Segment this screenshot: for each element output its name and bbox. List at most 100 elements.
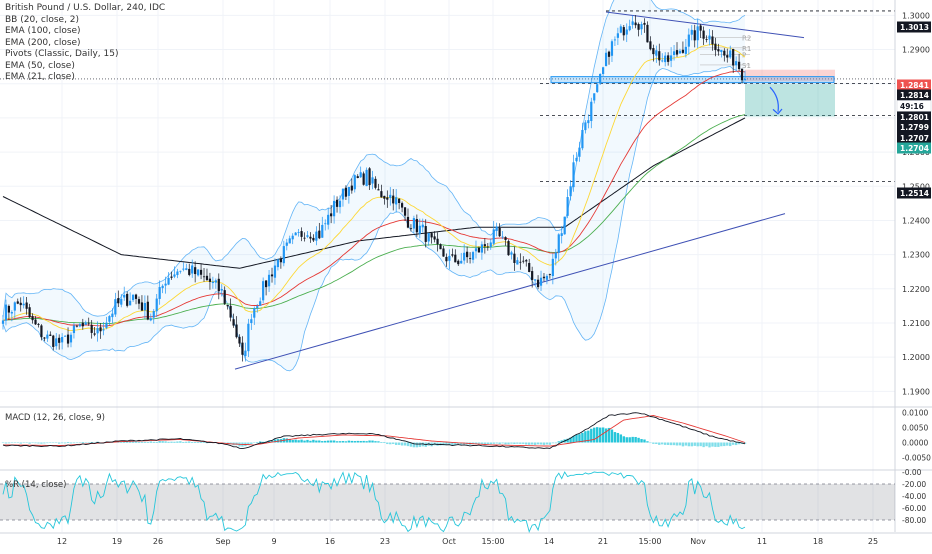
candle-body bbox=[185, 268, 188, 270]
candle-body bbox=[578, 147, 581, 157]
macd-histogram-bar bbox=[347, 440, 351, 443]
price-badge-label: 1.2814 bbox=[900, 91, 929, 100]
legend-ema50: EMA (50, close) bbox=[5, 60, 75, 71]
macd-histogram-bar bbox=[542, 442, 546, 445]
macd-histogram-bar bbox=[161, 441, 164, 443]
candle-body bbox=[398, 198, 401, 204]
macd-title: MACD (12, 26, close, 9) bbox=[5, 413, 105, 423]
candle-body bbox=[356, 176, 359, 179]
macd-histogram-bar bbox=[681, 442, 685, 447]
price-badge: 49:16 bbox=[896, 100, 932, 112]
candle-body bbox=[211, 281, 214, 284]
candle-body bbox=[652, 48, 655, 55]
macd-histogram-bar bbox=[607, 427, 611, 443]
macd-histogram-bar bbox=[622, 436, 625, 443]
candle-body bbox=[126, 293, 129, 306]
macd-histogram-bar bbox=[536, 442, 540, 445]
candle-body bbox=[205, 275, 209, 281]
candle-body bbox=[176, 271, 179, 276]
macd-histogram-bar bbox=[489, 442, 492, 445]
candle-body bbox=[717, 49, 720, 52]
time-tick-label: 16 bbox=[325, 537, 335, 546]
time-tick-label: Nov bbox=[690, 537, 706, 546]
price-badge-bg bbox=[897, 187, 931, 199]
macd-histogram-bar bbox=[711, 442, 714, 447]
candle-body bbox=[288, 238, 291, 244]
candle-body bbox=[223, 290, 226, 304]
candle-body bbox=[531, 271, 534, 280]
candle-body bbox=[377, 189, 380, 191]
candle-body bbox=[525, 260, 528, 262]
candle-body bbox=[235, 324, 238, 338]
candle-body bbox=[114, 299, 117, 315]
macd-histogram-bar bbox=[522, 442, 525, 444]
macd-histogram-bar bbox=[572, 436, 575, 443]
candle-body bbox=[625, 29, 628, 35]
macd-histogram-bar bbox=[566, 438, 569, 443]
candle-body bbox=[735, 61, 738, 66]
candle-body bbox=[49, 334, 52, 336]
candle-body bbox=[123, 294, 126, 298]
macd-histogram-bar bbox=[604, 428, 608, 443]
macd-histogram-bar bbox=[495, 442, 498, 444]
candle-body bbox=[596, 84, 599, 93]
candle-body bbox=[350, 185, 353, 191]
candle-body bbox=[259, 301, 262, 306]
candle-body bbox=[315, 231, 318, 241]
candle-body bbox=[664, 55, 667, 63]
candle-body bbox=[554, 252, 557, 259]
macd-histogram-bar bbox=[199, 442, 203, 443]
candle-body bbox=[590, 101, 593, 122]
macd-histogram-bar bbox=[480, 442, 484, 445]
candle-body bbox=[40, 325, 43, 338]
macd-histogram-bar bbox=[87, 442, 90, 443]
macd-histogram-bar bbox=[394, 442, 398, 445]
candle-body bbox=[276, 259, 280, 268]
macd-histogram-bar bbox=[593, 427, 596, 443]
candle-body bbox=[640, 24, 643, 30]
price-badge-label: 1.2841 bbox=[900, 81, 929, 90]
macd-histogram-bar bbox=[392, 442, 395, 444]
macd-histogram-bar bbox=[1, 442, 5, 443]
candle-body bbox=[270, 274, 274, 277]
candle-body bbox=[628, 26, 631, 31]
macd-histogram-bar bbox=[167, 441, 170, 443]
macd-histogram-bar bbox=[338, 441, 342, 443]
macd-histogram-bar bbox=[31, 442, 34, 443]
candle-body bbox=[516, 260, 519, 265]
candle-body bbox=[330, 213, 333, 217]
macd-histogram-bar bbox=[409, 442, 413, 447]
candle-body bbox=[498, 227, 501, 237]
macd-histogram-bar bbox=[418, 442, 422, 447]
candle-body bbox=[442, 248, 445, 257]
candle-body bbox=[415, 219, 418, 233]
macd-histogram-bar bbox=[365, 441, 368, 443]
candle-body bbox=[285, 242, 288, 246]
price-badge-label: 49:16 bbox=[900, 102, 924, 111]
williams-band bbox=[0, 484, 895, 520]
macd-histogram-bar bbox=[69, 442, 73, 444]
macd-histogram-bar bbox=[663, 442, 667, 445]
macd-histogram-bar bbox=[350, 440, 354, 443]
macd-histogram-bar bbox=[539, 442, 543, 445]
candle-body bbox=[294, 232, 297, 236]
candle-body bbox=[646, 24, 649, 43]
price-badge-bg bbox=[897, 79, 931, 91]
macd-histogram-bar bbox=[560, 440, 563, 443]
candle-body bbox=[737, 61, 741, 70]
macd-histogram-bar bbox=[569, 437, 572, 443]
macd-histogram-bar bbox=[341, 441, 345, 443]
macd-histogram-bar bbox=[705, 442, 708, 447]
macd-histogram-bar bbox=[613, 432, 617, 443]
macd-histogram-bar bbox=[19, 442, 22, 444]
candle-body bbox=[229, 305, 232, 318]
macd-histogram-bar bbox=[303, 440, 306, 443]
macd-histogram-bar bbox=[457, 442, 460, 445]
candle-body bbox=[412, 218, 416, 229]
legend-ema200: EMA (200, close) bbox=[5, 37, 81, 48]
candle-body bbox=[362, 173, 365, 185]
macd-histogram-bar bbox=[294, 439, 297, 443]
time-tick-label: 21 bbox=[598, 537, 608, 546]
macd-histogram-bar bbox=[4, 442, 8, 444]
candle-body bbox=[616, 33, 619, 38]
